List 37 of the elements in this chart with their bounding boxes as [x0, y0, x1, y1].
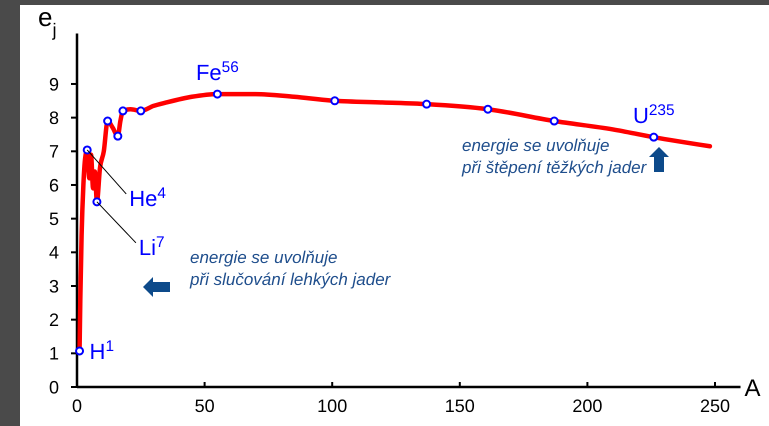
y-tick-label: 9 [48, 74, 59, 94]
y-tick-label: 3 [48, 276, 59, 296]
y-tick-label: 7 [48, 142, 59, 162]
point [136, 106, 146, 116]
y-tick-label: 6 [48, 175, 59, 196]
y-tick-label: 1 [48, 344, 59, 364]
annotation: H$^{1}$ [90, 337, 114, 364]
x-tick-label: 250 [700, 396, 730, 416]
point [118, 106, 128, 116]
point [483, 104, 492, 114]
x-tick-label: 0 [72, 396, 82, 416]
annotation: He$^{4}$ [129, 184, 166, 211]
x-axis-title: A [744, 375, 761, 402]
x-tick-label: 200 [572, 396, 602, 416]
y-axis-title: e$_{j}$ [38, 2, 57, 40]
point [422, 100, 432, 109]
x-tick-label: 50 [194, 396, 215, 416]
y-tick-label: 5 [48, 208, 59, 229]
y-tick-label: 4 [48, 242, 59, 263]
annotation: U$^{235}$ [632, 102, 675, 128]
annotation: Fe$^{56}$ [196, 58, 239, 86]
point [330, 96, 340, 106]
point [82, 145, 92, 154]
point [550, 116, 559, 126]
annotation: energie se uvolňuje při štěpení těžkých jader [461, 136, 648, 177]
annotation: Li$^{7}$ [138, 233, 165, 260]
point [75, 346, 84, 356]
annotation: energie se uvolňuje při slučování lehkých jader [189, 248, 392, 289]
point [103, 116, 112, 126]
point [649, 132, 658, 142]
y-tick-label: 0 [48, 377, 59, 398]
point [113, 132, 122, 141]
x-tick-label: 100 [317, 396, 348, 416]
y-tick-label: 2 [48, 310, 59, 330]
point [212, 90, 222, 99]
x-tick-label: 150 [444, 396, 475, 416]
y-tick-label: 8 [48, 108, 59, 128]
